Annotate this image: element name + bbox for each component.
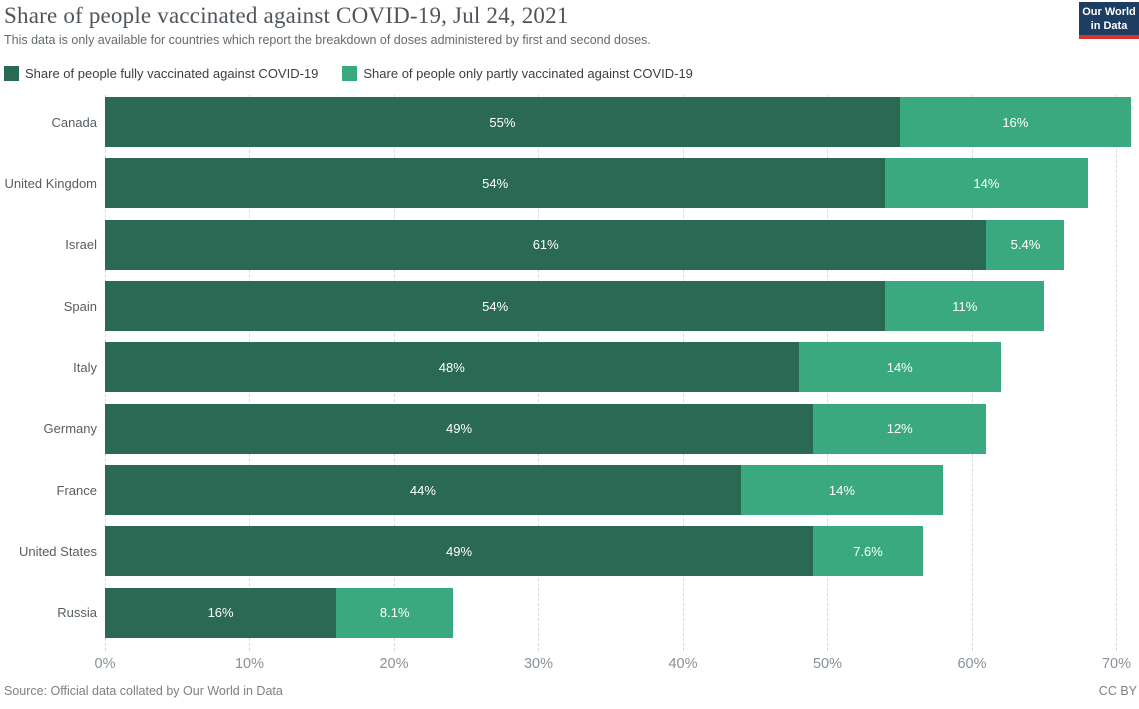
bar-value-label: 8.1% xyxy=(379,605,410,621)
bar-value-label: 14% xyxy=(886,359,913,375)
legend: Share of people fully vaccinated against… xyxy=(4,66,693,81)
legend-label-partly: Share of people only partly vaccinated a… xyxy=(363,66,693,81)
bar-segment-fully[interactable]: 54% xyxy=(105,281,886,332)
bar-value-label: 44% xyxy=(409,482,436,498)
bar-value-label: 61% xyxy=(532,237,559,253)
legend-label-fully: Share of people fully vaccinated against… xyxy=(25,66,319,81)
x-axis-tick-label: 30% xyxy=(523,656,554,672)
bar-segment-partly[interactable]: 11% xyxy=(885,281,1045,332)
x-axis-tick-label: 20% xyxy=(379,656,409,672)
bar-segment-fully[interactable]: 49% xyxy=(105,403,814,454)
bar-value-label: 55% xyxy=(489,114,516,130)
bar-segment-partly[interactable]: 14% xyxy=(798,342,1001,393)
bar-segment-partly[interactable]: 5.4% xyxy=(986,219,1065,270)
page-subtitle: This data is only available for countrie… xyxy=(4,33,651,47)
owid-logo[interactable]: Our World in Data xyxy=(1079,2,1139,39)
x-axis-tick-label: 10% xyxy=(234,656,265,672)
bar-segment-fully[interactable]: 54% xyxy=(105,158,886,209)
page-title: Share of people vaccinated against COVID… xyxy=(4,3,569,28)
bar-segment-fully[interactable]: 55% xyxy=(105,97,900,147)
country-label: United Kingdom xyxy=(4,175,98,191)
bar-segment-partly[interactable]: 8.1% xyxy=(336,587,454,638)
bar-value-label: 54% xyxy=(482,175,509,191)
bar-segment-partly[interactable]: 14% xyxy=(740,465,944,516)
x-axis-tick-label: 40% xyxy=(668,656,698,672)
bar-value-label: 49% xyxy=(446,421,473,437)
bar-value-label: 7.6% xyxy=(853,543,883,559)
bar-value-label: 5.4% xyxy=(1010,237,1041,253)
bar-segment-partly[interactable]: 12% xyxy=(813,403,987,454)
bar-segment-fully[interactable]: 48% xyxy=(105,342,799,393)
country-label: Spain xyxy=(63,298,97,314)
legend-item-fully: Share of people fully vaccinated against… xyxy=(4,66,318,81)
x-axis-tick-label: 50% xyxy=(812,656,843,672)
source-note[interactable]: Source: Official data collated by Our Wo… xyxy=(4,684,283,698)
legend-item-partly: Share of people only partly vaccinated a… xyxy=(342,66,693,81)
owid-logo-line2: in Data xyxy=(1090,20,1128,32)
bar-segment-partly[interactable]: 16% xyxy=(899,97,1131,147)
x-axis-tick-label: 70% xyxy=(1101,656,1132,672)
country-label: United States xyxy=(18,543,97,559)
bar-segment-fully[interactable]: 16% xyxy=(105,587,337,638)
gridline xyxy=(1116,95,1117,651)
bar-value-label: 12% xyxy=(886,421,913,437)
bar-segment-fully[interactable]: 49% xyxy=(105,526,814,577)
x-axis-tick-label: 60% xyxy=(957,656,987,672)
x-axis-tick-label: 0% xyxy=(94,656,116,672)
bar-segment-fully[interactable]: 61% xyxy=(105,219,987,270)
bar-segment-partly[interactable]: 14% xyxy=(885,158,1088,209)
country-label: Israel xyxy=(65,237,97,253)
bar-value-label: 49% xyxy=(446,543,473,559)
owid-logo-line1: Our World xyxy=(1082,6,1136,18)
bar-value-label: 11% xyxy=(952,298,978,314)
bar-value-label: 48% xyxy=(438,359,465,375)
bar-value-label: 14% xyxy=(828,482,855,498)
country-label: Germany xyxy=(43,421,97,437)
country-label: Italy xyxy=(73,359,97,375)
bar-segment-fully[interactable]: 44% xyxy=(105,465,741,516)
owid-logo-accent-bar xyxy=(1079,35,1139,39)
bar-segment-partly[interactable]: 7.6% xyxy=(813,526,923,577)
owid-logo-box: Our World in Data xyxy=(1079,2,1139,35)
legend-swatch-fully-icon xyxy=(4,66,19,81)
country-label: Russia xyxy=(57,605,97,621)
country-label: France xyxy=(56,482,97,498)
chart-footer: Source: Official data collated by Our Wo… xyxy=(4,684,1137,698)
bar-value-label: 16% xyxy=(1002,114,1029,130)
bar-value-label: 14% xyxy=(973,175,1000,191)
country-label: Canada xyxy=(51,114,97,130)
bar-value-label: 16% xyxy=(207,605,234,621)
legend-swatch-partly-icon xyxy=(342,66,358,81)
license-link[interactable]: CC BY xyxy=(1098,684,1137,698)
bar-value-label: 54% xyxy=(482,298,509,314)
